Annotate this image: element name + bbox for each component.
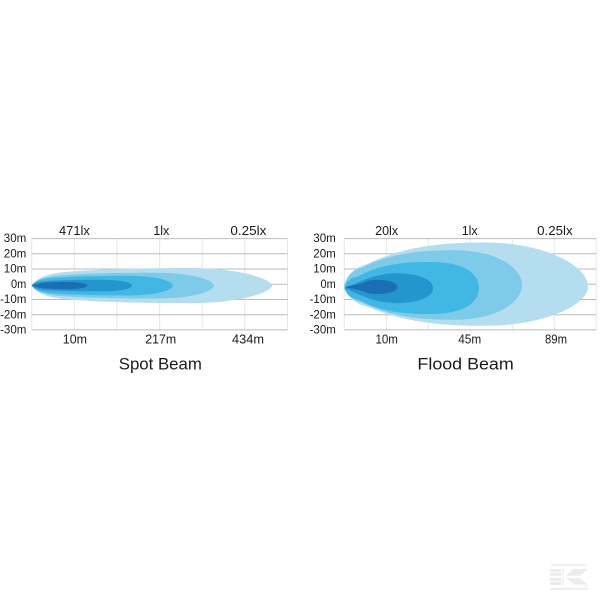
svg-text:1lx: 1lx xyxy=(153,223,170,238)
svg-text:30m: 30m xyxy=(313,233,336,245)
svg-text:0m: 0m xyxy=(11,279,26,291)
svg-text:20m: 20m xyxy=(4,248,27,260)
svg-text:30m: 30m xyxy=(4,233,27,245)
svg-text:Spot Beam: Spot Beam xyxy=(119,355,202,374)
svg-text:-30m: -30m xyxy=(310,325,336,337)
svg-text:10m: 10m xyxy=(4,264,27,276)
svg-text:-30m: -30m xyxy=(0,325,26,337)
svg-text:0m: 0m xyxy=(321,279,336,291)
svg-text:10m: 10m xyxy=(313,264,336,276)
svg-text:434m: 434m xyxy=(232,331,264,346)
svg-text:217m: 217m xyxy=(145,331,176,346)
svg-text:-10m: -10m xyxy=(0,294,26,306)
svg-text:471lx: 471lx xyxy=(59,223,90,238)
svg-text:0.25lx: 0.25lx xyxy=(230,223,267,238)
svg-text:10m: 10m xyxy=(375,331,398,346)
svg-text:-10m: -10m xyxy=(310,294,336,306)
svg-text:0.25lx: 0.25lx xyxy=(537,223,573,238)
svg-text:89m: 89m xyxy=(545,331,567,346)
svg-text:-20m: -20m xyxy=(310,309,336,321)
svg-text:-20m: -20m xyxy=(0,309,26,321)
svg-text:10m: 10m xyxy=(63,331,87,346)
svg-text:20lx: 20lx xyxy=(375,223,398,238)
svg-text:45m: 45m xyxy=(458,331,481,346)
svg-text:Flood Beam: Flood Beam xyxy=(417,355,513,374)
svg-text:20m: 20m xyxy=(313,248,336,260)
svg-text:1lx: 1lx xyxy=(462,223,478,238)
